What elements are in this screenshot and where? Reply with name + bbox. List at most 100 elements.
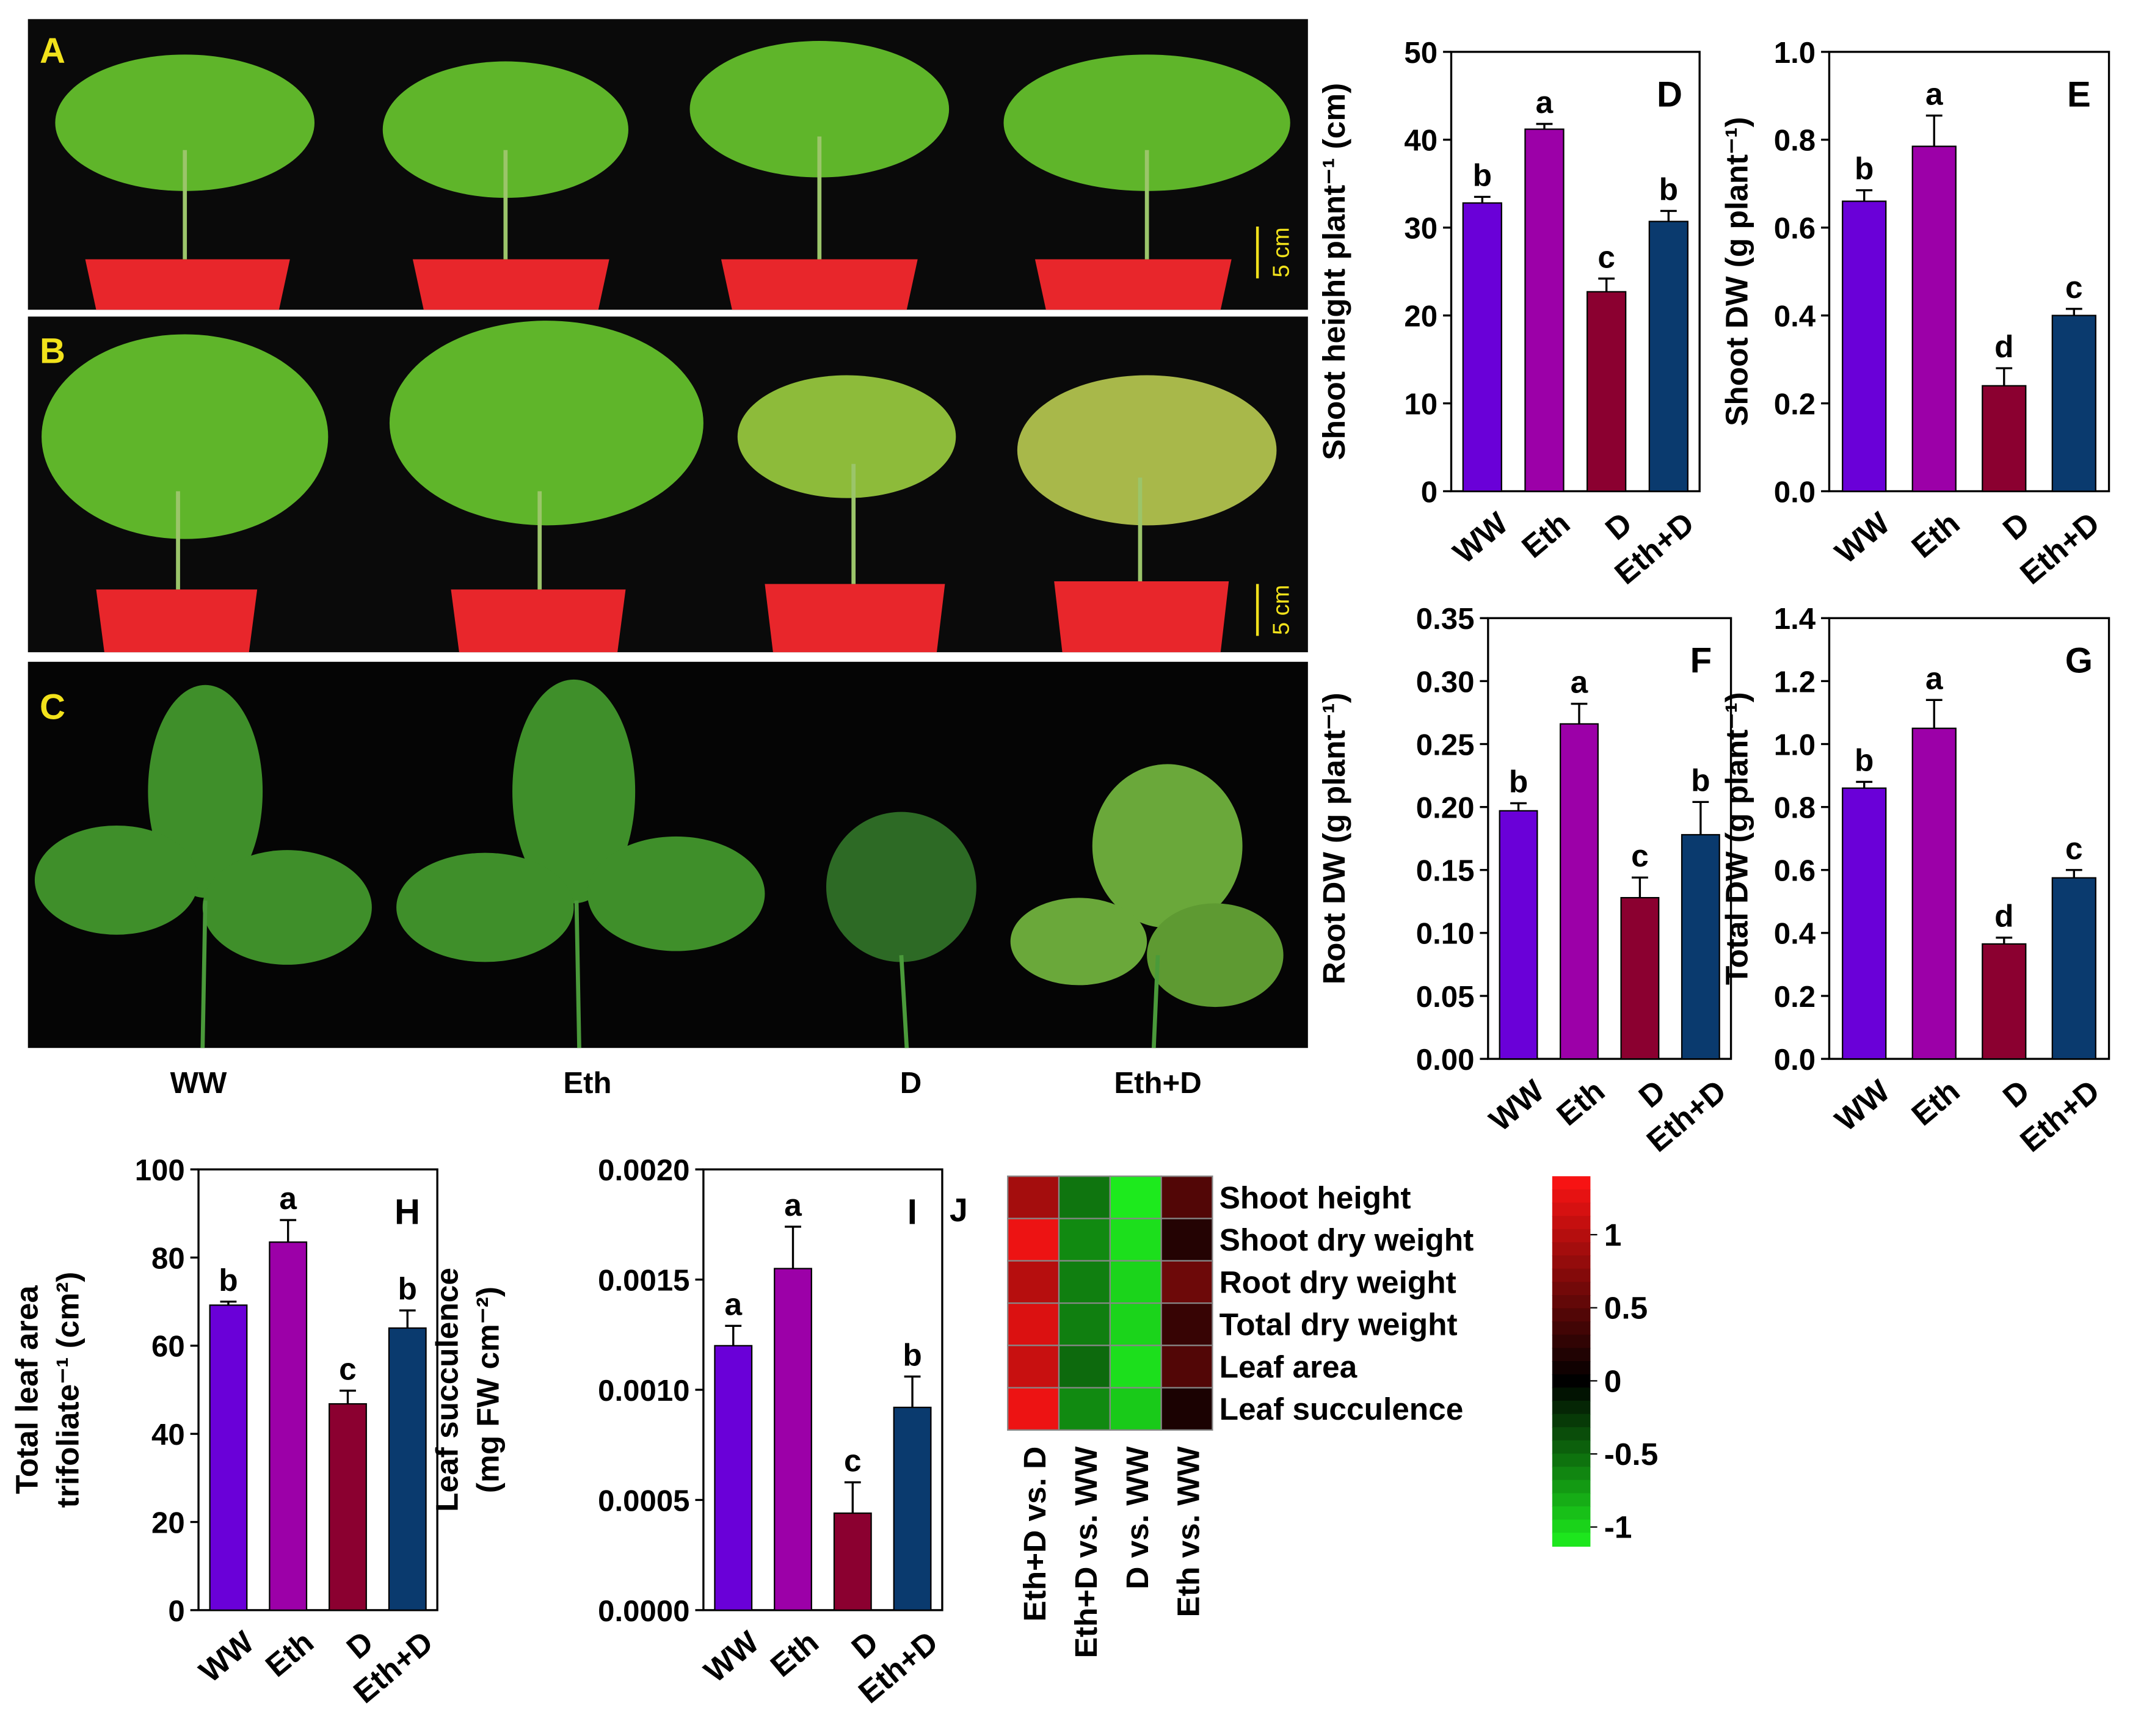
heatmap-cell [1109,1218,1162,1262]
stems [176,136,1149,590]
bar [388,1327,427,1611]
bar [1842,200,1887,492]
significance-letter: a [279,1180,297,1216]
x-tick-label: Eth [1515,505,1577,565]
error-bar [1692,801,1709,835]
colorbar-step [1552,1282,1591,1296]
panel-letter: I [907,1192,917,1232]
y-axis-label: Shoot height plant⁻¹ (cm) [1316,83,1351,460]
panel-letter: C [40,688,65,727]
x-tick-label: Eth [258,1624,320,1684]
row-label: Leaf area [1220,1349,1358,1384]
bar [1911,727,1957,1060]
heatmap-cell [1109,1260,1162,1304]
colorbar-step [1552,1427,1591,1441]
y-tick-label: 0.6 [1774,854,1816,888]
bar [209,1304,248,1611]
panel-letter: B [40,331,65,371]
error-bar [1996,367,2013,386]
significance-letter: a [1536,84,1554,120]
y-tick-label: 40 [1404,124,1438,158]
y-tick-label: 0.8 [1774,791,1816,825]
y-axis-label: Shoot DW (g plant⁻¹) [1718,117,1754,426]
y-tick-label: 40 [151,1418,185,1451]
significance-letter: b [1509,764,1528,799]
heatmap-cell [1160,1175,1213,1219]
colorbar-step [1552,1493,1591,1508]
significance-letter: c [2065,269,2083,305]
bar [269,1241,308,1611]
heatmap-cell [1160,1302,1213,1346]
y-tick-label: 0.0005 [598,1484,689,1517]
heatmap-cell [1058,1345,1111,1389]
x-tick-label: Eth+D [2013,1073,2106,1159]
colorbar-step [1552,1414,1591,1428]
bar [833,1512,872,1611]
plot-frame [1487,617,1732,1060]
y-axis-label: trifoliate⁻¹ (cm²) [49,1272,85,1508]
significance-letter: a [1925,76,1943,111]
significance-letter: c [844,1443,862,1478]
colorbar-step [1552,1334,1591,1349]
panel-letter: H [394,1192,420,1232]
scale-label: 5 cm [1269,585,1295,635]
colorbar-step [1552,1361,1591,1375]
error-bar [1996,936,2013,944]
error-bar [904,1375,921,1407]
colorbar-tick-label: 0.5 [1604,1290,1648,1326]
plot-frame [1828,51,2110,493]
bar [1681,833,1720,1060]
y-tick-label: 0.0010 [598,1374,689,1407]
heatmap-cell [1109,1345,1162,1389]
y-tick-label: 0.0015 [598,1263,689,1297]
error-bar [2065,869,2082,878]
y-tick-label: 0.10 [1416,917,1475,951]
y-tick-label: 0.25 [1416,728,1475,761]
error-bar [1510,802,1527,811]
y-tick-label: 0.0000 [598,1594,689,1628]
bar [1620,896,1660,1060]
y-tick-label: 0.2 [1774,387,1816,421]
y-axis-label: (mg FW cm⁻²) [470,1287,506,1493]
error-bar [785,1226,801,1269]
error-bar [1856,780,1873,788]
x-tick-label: D [1996,505,2036,547]
heatmap-cell [1007,1175,1060,1219]
bar [1524,128,1565,492]
bar [1587,291,1627,492]
colorbar-step [1552,1480,1591,1494]
y-tick-label: 1.0 [1774,36,1816,70]
y-axis-label: Total leaf area [9,1285,44,1494]
bar [1842,787,1887,1060]
bar [1911,145,1957,492]
x-tick-label: Eth [1905,505,1966,565]
scale-label: 5 cm [1269,227,1295,277]
plot-frame [197,1168,438,1611]
colorbar-tick-label: -0.5 [1604,1436,1659,1472]
heatmap-cell [1160,1345,1213,1389]
colorbar-step [1552,1467,1591,1481]
colorbar-step [1552,1374,1591,1389]
heatmap-cell [1007,1302,1060,1346]
x-tick-label: D [1996,1073,2036,1114]
significance-letter: b [398,1271,417,1306]
y-tick-label: 10 [1404,387,1438,421]
error-bar [1474,195,1491,203]
heatmap-cell [1007,1387,1060,1431]
photo-caption: WW [170,1066,227,1100]
significance-letter: c [2065,830,2083,866]
x-tick-label: WW [192,1624,261,1689]
pots [85,259,1232,653]
bar [1560,723,1599,1060]
heatmap-cell [1109,1302,1162,1346]
y-tick-label: 0.35 [1416,602,1475,636]
row-label: Total dry weight [1220,1307,1458,1342]
error-bar [844,1481,861,1514]
colorbar-step [1552,1202,1591,1217]
colorbar-tick-label: 1 [1604,1217,1622,1252]
y-tick-label: 0.2 [1774,980,1816,1014]
colorbar-step [1552,1255,1591,1269]
significance-letter: c [1598,239,1615,274]
colorbar-step [1552,1189,1591,1204]
photo-caption: D [900,1066,922,1100]
